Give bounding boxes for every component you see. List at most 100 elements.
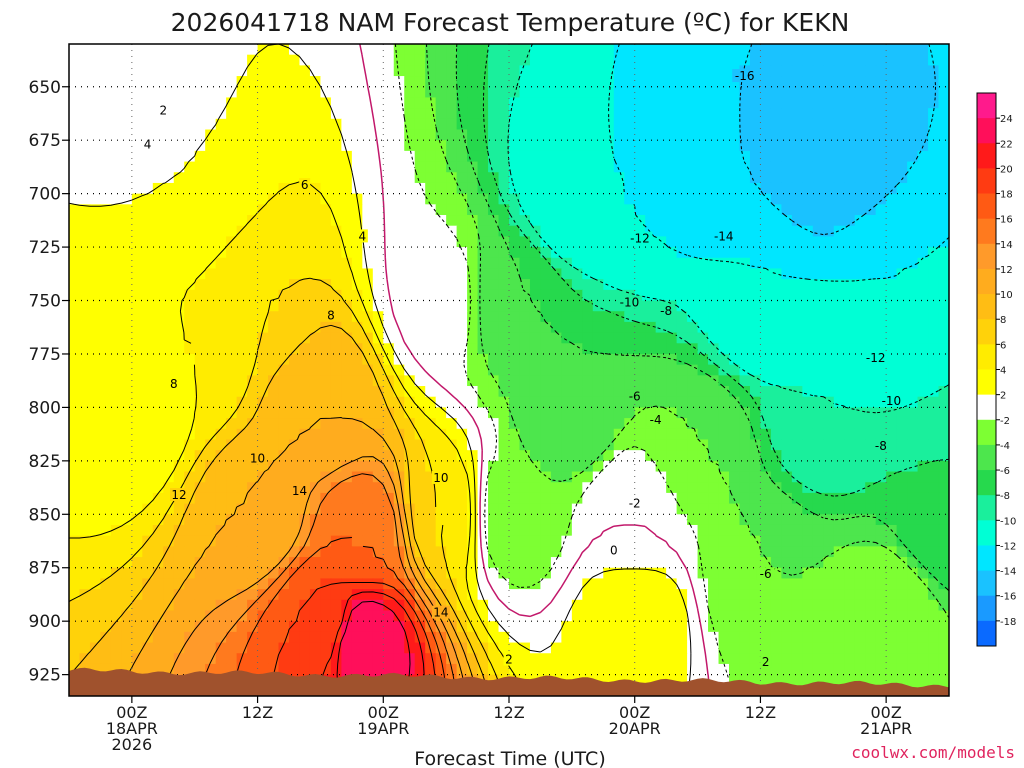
temperature-cell bbox=[184, 215, 196, 227]
temperature-cell bbox=[687, 514, 699, 526]
temperature-cell bbox=[582, 332, 594, 344]
temperature-cell bbox=[655, 439, 667, 451]
temperature-cell bbox=[351, 631, 363, 644]
temperature-cell bbox=[687, 589, 699, 601]
temperature-cell bbox=[865, 311, 877, 323]
temperature-cell bbox=[362, 599, 374, 612]
temperature-cell bbox=[309, 44, 322, 56]
temperature-cell bbox=[571, 161, 583, 173]
temperature-cell bbox=[362, 535, 374, 547]
temperature-cell bbox=[938, 567, 949, 580]
temperature-cell bbox=[676, 311, 688, 323]
temperature-cell bbox=[446, 311, 458, 323]
temperature-cell bbox=[205, 279, 217, 291]
temperature-cell bbox=[477, 567, 489, 580]
temperature-cell bbox=[666, 97, 678, 109]
temperature-cell bbox=[320, 460, 332, 473]
temperature-cell bbox=[320, 108, 332, 120]
temperature-cell bbox=[613, 86, 625, 99]
temperature-cell bbox=[309, 396, 322, 409]
temperature-cell bbox=[519, 129, 531, 141]
temperature-cell bbox=[655, 589, 667, 601]
temperature-cell bbox=[110, 610, 122, 622]
temperature-cell bbox=[718, 182, 730, 195]
temperature-cell bbox=[561, 215, 573, 227]
temperature-cell bbox=[404, 471, 416, 483]
temperature-cell bbox=[425, 65, 437, 77]
temperature-cell bbox=[488, 65, 500, 77]
temperature-cell bbox=[309, 311, 322, 323]
temperature-cell bbox=[184, 150, 196, 163]
temperature-cell bbox=[802, 514, 814, 526]
temperature-cell bbox=[236, 225, 248, 237]
temperature-cell bbox=[875, 514, 887, 526]
temperature-cell bbox=[110, 54, 122, 66]
temperature-cell bbox=[529, 546, 542, 558]
temperature-cell bbox=[529, 386, 542, 398]
temperature-cell bbox=[770, 215, 782, 227]
temperature-cell bbox=[268, 343, 280, 355]
temperature-cell bbox=[907, 150, 919, 163]
temperature-cell bbox=[781, 268, 793, 280]
temperature-cell bbox=[247, 567, 259, 580]
temperature-cell bbox=[561, 471, 573, 483]
temperature-cell bbox=[791, 86, 803, 99]
temperature-cell bbox=[729, 418, 741, 430]
temperature-cell bbox=[446, 161, 458, 173]
temperature-cell bbox=[69, 407, 81, 419]
temperature-cell bbox=[163, 471, 175, 483]
temperature-cell bbox=[215, 54, 227, 66]
temperature-cell bbox=[938, 300, 949, 312]
temperature-cell bbox=[781, 140, 793, 152]
temperature-cell bbox=[561, 386, 573, 398]
temperature-cell bbox=[854, 44, 866, 56]
temperature-cell bbox=[226, 332, 238, 344]
temperature-cell bbox=[152, 172, 164, 184]
temperature-cell bbox=[592, 161, 604, 173]
temperature-cell bbox=[509, 353, 521, 366]
temperature-cell bbox=[645, 108, 657, 120]
temperature-cell bbox=[550, 247, 562, 259]
temperature-cell bbox=[749, 535, 762, 547]
temperature-cell bbox=[865, 460, 877, 473]
temperature-cell bbox=[592, 311, 604, 323]
temperature-cell bbox=[875, 642, 887, 654]
temperature-cell bbox=[152, 418, 164, 430]
temperature-cell bbox=[739, 428, 751, 441]
temperature-cell bbox=[917, 407, 929, 419]
temperature-cell bbox=[404, 140, 416, 152]
temperature-cell bbox=[739, 364, 751, 376]
temperature-cell bbox=[89, 140, 102, 152]
temperature-cell bbox=[320, 375, 332, 387]
temperature-cell bbox=[812, 236, 824, 248]
temperature-cell bbox=[152, 225, 164, 237]
temperature-cell bbox=[718, 76, 730, 88]
temperature-cell bbox=[309, 76, 322, 88]
temperature-cell bbox=[131, 589, 143, 601]
temperature-cell bbox=[529, 150, 542, 163]
temperature-cell bbox=[729, 353, 741, 366]
temperature-cell bbox=[928, 204, 940, 216]
temperature-cell bbox=[142, 428, 154, 441]
temperature-cell bbox=[79, 492, 91, 505]
temperature-cell bbox=[812, 54, 824, 66]
temperature-cell bbox=[718, 65, 730, 77]
temperature-cell bbox=[393, 268, 405, 280]
temperature-cell bbox=[320, 407, 332, 419]
temperature-cell bbox=[561, 289, 573, 302]
temperature-cell bbox=[708, 567, 720, 580]
temperature-cell bbox=[498, 44, 510, 56]
temperature-cell bbox=[739, 535, 751, 547]
temperature-cell bbox=[896, 161, 908, 173]
temperature-cell bbox=[236, 247, 248, 259]
temperature-cell bbox=[749, 439, 762, 451]
temperature-cell bbox=[760, 418, 772, 430]
temperature-cell bbox=[823, 76, 835, 88]
temperature-cell bbox=[812, 44, 824, 56]
temperature-cell bbox=[236, 653, 248, 665]
temperature-cell bbox=[152, 300, 164, 312]
temperature-cell bbox=[697, 247, 709, 259]
temperature-cell bbox=[131, 375, 143, 387]
temperature-cell bbox=[498, 567, 510, 580]
temperature-cell bbox=[812, 300, 824, 312]
